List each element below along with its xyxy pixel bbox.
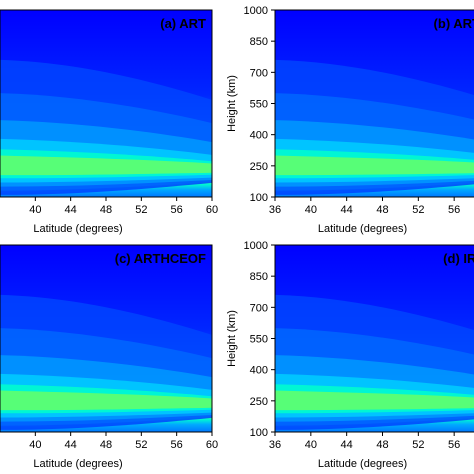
x-tick-label: 48	[376, 439, 388, 451]
x-tick-label: 52	[135, 204, 147, 216]
y-tick-label: 700	[250, 67, 268, 79]
y-tick-label: 400	[250, 365, 268, 377]
y-tick-label: 1000	[244, 240, 268, 252]
panel-4: 36 40 44 48 52 56 Latitude (degrees) 100 250 400 5…	[226, 240, 474, 470]
y-tick-label: 850	[250, 36, 268, 48]
y-tick-label: 1000	[244, 5, 268, 17]
heatmap-field	[275, 10, 474, 197]
x-tick-label: 48	[100, 204, 112, 216]
y-axis-label: Height (km)	[226, 75, 238, 132]
panel-2: 36 40 44 48 52 56 Latitude (degrees) 100 250 400 5…	[226, 5, 474, 235]
x-tick-label: 40	[305, 439, 317, 451]
panel-label: (b) ART	[434, 16, 474, 31]
y-axis-label: Height (km)	[226, 310, 238, 367]
y-tick-label: 100	[250, 427, 268, 439]
density-peak	[275, 380, 409, 422]
x-tick-label: 36	[269, 439, 281, 451]
panel-1: 40 44 48 52 56 60 Latitude (degrees) (a) ART	[0, 9, 218, 235]
x-tick-label: 36	[269, 204, 281, 216]
y-tick-label: 550	[250, 99, 268, 111]
x-tick-label: 44	[341, 439, 353, 451]
x-tick-label: 52	[412, 204, 424, 216]
x-tick-label: 56	[171, 204, 183, 216]
x-axis-label: Latitude (degrees)	[318, 458, 407, 470]
x-axis-label: Latitude (degrees)	[33, 458, 122, 470]
y-tick-label: 250	[250, 396, 268, 408]
x-tick-label: 56	[448, 439, 460, 451]
x-tick-label: 56	[171, 439, 183, 451]
heatmap-field	[0, 245, 212, 432]
y-tick-label: 400	[250, 130, 268, 142]
x-tick-label: 60	[206, 439, 218, 451]
panel-label: (c) ARTHCEOF	[115, 251, 206, 266]
y-tick-label: 550	[250, 334, 268, 346]
x-tick-label: 48	[376, 204, 388, 216]
x-tick-label: 60	[206, 204, 218, 216]
x-axis-label: Latitude (degrees)	[318, 223, 407, 235]
x-tick-label: 52	[412, 439, 424, 451]
x-tick-label: 44	[341, 204, 353, 216]
y-tick-label: 250	[250, 161, 268, 173]
x-tick-label: 40	[29, 439, 41, 451]
x-axis-label: Latitude (degrees)	[33, 223, 122, 235]
panel-3: 40 44 48 52 56 60 Latitude (degrees) (c) ARTHCE…	[0, 244, 218, 470]
density-peak	[275, 145, 409, 187]
x-tick-label: 56	[448, 204, 460, 216]
x-tick-label: 44	[65, 204, 77, 216]
y-tick-label: 850	[250, 271, 268, 283]
y-tick-label: 100	[250, 192, 268, 204]
panel-label: (a) ART	[160, 16, 206, 31]
x-tick-label: 40	[29, 204, 41, 216]
x-tick-label: 52	[135, 439, 147, 451]
density-peak	[0, 145, 132, 187]
panel-label: (d) IRI	[443, 251, 474, 266]
x-tick-label: 40	[305, 204, 317, 216]
heatmap-field	[275, 245, 474, 432]
density-peak	[0, 380, 132, 422]
x-tick-label: 44	[65, 439, 77, 451]
heatmap-field	[0, 10, 212, 197]
x-tick-label: 48	[100, 439, 112, 451]
y-tick-label: 700	[250, 302, 268, 314]
